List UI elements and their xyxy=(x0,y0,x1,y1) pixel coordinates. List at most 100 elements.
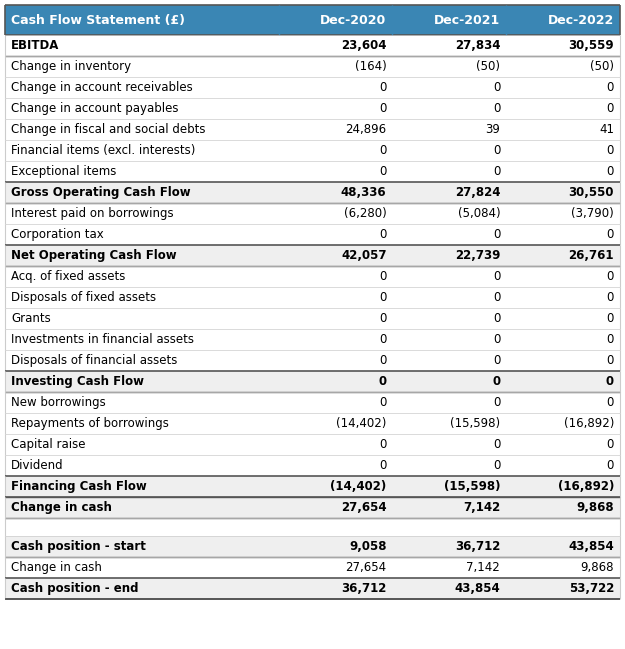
Text: (16,892): (16,892) xyxy=(558,480,614,493)
Bar xyxy=(506,266,620,288)
Bar xyxy=(279,203,392,224)
Bar xyxy=(392,497,506,518)
Bar xyxy=(279,35,392,56)
Bar xyxy=(392,536,506,557)
Bar xyxy=(506,182,620,203)
Text: 9,058: 9,058 xyxy=(349,540,386,553)
Bar xyxy=(5,578,279,599)
Text: (16,892): (16,892) xyxy=(564,417,614,430)
Text: 22,739: 22,739 xyxy=(455,249,500,262)
Text: 0: 0 xyxy=(607,354,614,367)
Text: 0: 0 xyxy=(493,291,500,304)
Bar xyxy=(279,266,392,288)
Bar xyxy=(392,455,506,476)
Text: 9,868: 9,868 xyxy=(581,561,614,574)
Text: (14,402): (14,402) xyxy=(330,480,386,493)
Bar xyxy=(506,497,620,518)
Text: (5,084): (5,084) xyxy=(458,207,500,220)
Text: 41: 41 xyxy=(599,123,614,136)
Bar xyxy=(5,497,279,518)
Text: New borrowings: New borrowings xyxy=(11,396,106,409)
Text: 53,722: 53,722 xyxy=(569,582,614,595)
Bar xyxy=(506,161,620,182)
Text: 0: 0 xyxy=(379,144,386,157)
Text: 0: 0 xyxy=(607,438,614,451)
Text: Disposals of fixed assets: Disposals of fixed assets xyxy=(11,291,156,304)
Text: 0: 0 xyxy=(606,375,614,388)
Bar xyxy=(5,371,279,392)
Text: EBITDA: EBITDA xyxy=(11,39,59,52)
Bar xyxy=(392,98,506,119)
Bar xyxy=(392,119,506,140)
Bar xyxy=(5,224,279,245)
Text: Financing Cash Flow: Financing Cash Flow xyxy=(11,480,147,493)
Text: 26,761: 26,761 xyxy=(569,249,614,262)
Text: 0: 0 xyxy=(607,165,614,178)
Text: 0: 0 xyxy=(493,270,500,283)
Bar xyxy=(5,288,279,308)
Bar xyxy=(279,224,392,245)
Text: Capital raise: Capital raise xyxy=(11,438,86,451)
Bar xyxy=(5,56,279,77)
Bar xyxy=(279,77,392,98)
Bar xyxy=(279,329,392,350)
Text: Dividend: Dividend xyxy=(11,459,64,472)
Text: Dec-2022: Dec-2022 xyxy=(548,14,614,27)
Bar xyxy=(392,266,506,288)
Text: 0: 0 xyxy=(493,438,500,451)
Bar xyxy=(392,35,506,56)
Bar xyxy=(392,203,506,224)
Text: 0: 0 xyxy=(493,228,500,241)
Bar xyxy=(392,288,506,308)
Text: (14,402): (14,402) xyxy=(336,417,386,430)
Text: 0: 0 xyxy=(493,396,500,409)
Text: Investments in financial assets: Investments in financial assets xyxy=(11,333,194,346)
Bar xyxy=(392,5,506,35)
Text: 0: 0 xyxy=(607,333,614,346)
Text: Acq. of fixed assets: Acq. of fixed assets xyxy=(11,270,126,283)
Text: (50): (50) xyxy=(590,60,614,73)
Bar xyxy=(392,224,506,245)
Bar xyxy=(392,329,506,350)
Bar xyxy=(392,518,506,536)
Text: Corporation tax: Corporation tax xyxy=(11,228,104,241)
Text: 0: 0 xyxy=(379,102,386,115)
Bar xyxy=(5,161,279,182)
Bar xyxy=(506,434,620,455)
Text: 0: 0 xyxy=(607,102,614,115)
Bar xyxy=(5,434,279,455)
Text: 39: 39 xyxy=(486,123,500,136)
Text: Exceptional items: Exceptional items xyxy=(11,165,116,178)
Bar xyxy=(392,392,506,413)
Text: 30,559: 30,559 xyxy=(568,39,614,52)
Bar xyxy=(506,371,620,392)
Bar xyxy=(5,329,279,350)
Bar xyxy=(392,56,506,77)
Bar xyxy=(5,557,279,578)
Bar xyxy=(506,119,620,140)
Text: Repayments of borrowings: Repayments of borrowings xyxy=(11,417,169,430)
Text: 0: 0 xyxy=(379,312,386,325)
Text: 0: 0 xyxy=(379,270,386,283)
Text: 36,712: 36,712 xyxy=(341,582,386,595)
Bar xyxy=(392,476,506,497)
Text: 27,834: 27,834 xyxy=(455,39,500,52)
Text: 0: 0 xyxy=(493,102,500,115)
Text: Disposals of financial assets: Disposals of financial assets xyxy=(11,354,177,367)
Text: 0: 0 xyxy=(379,333,386,346)
Text: 0: 0 xyxy=(493,354,500,367)
Bar xyxy=(279,413,392,434)
Bar xyxy=(506,245,620,266)
Text: 0: 0 xyxy=(607,81,614,94)
Text: Interest paid on borrowings: Interest paid on borrowings xyxy=(11,207,174,220)
Text: 43,854: 43,854 xyxy=(454,582,500,595)
Text: 0: 0 xyxy=(607,291,614,304)
Bar xyxy=(506,557,620,578)
Bar xyxy=(506,288,620,308)
Text: Change in fiscal and social debts: Change in fiscal and social debts xyxy=(11,123,206,136)
Text: 7,142: 7,142 xyxy=(466,561,500,574)
Text: 23,604: 23,604 xyxy=(341,39,386,52)
Text: Investing Cash Flow: Investing Cash Flow xyxy=(11,375,144,388)
Text: 27,824: 27,824 xyxy=(455,186,500,199)
Bar xyxy=(392,557,506,578)
